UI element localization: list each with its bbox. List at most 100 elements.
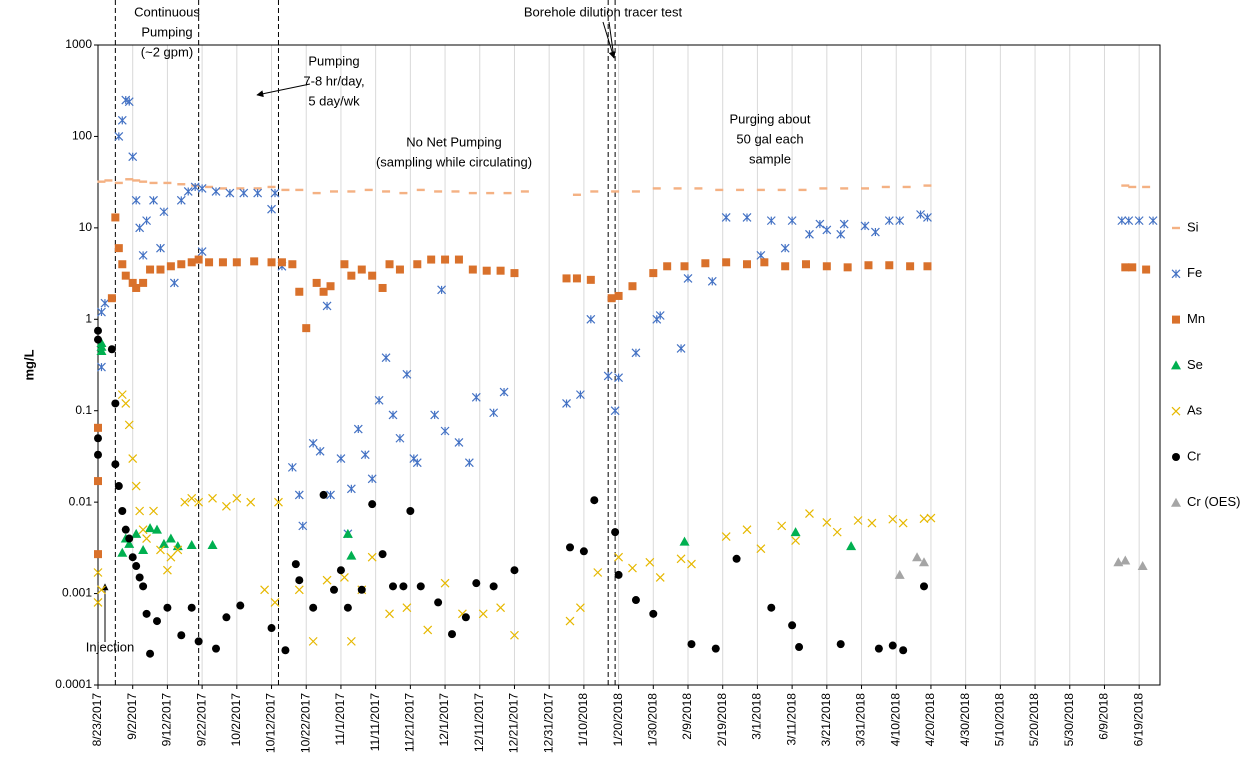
data-point — [645, 557, 655, 567]
data-point — [274, 497, 283, 507]
data-point — [156, 243, 165, 253]
data-point — [177, 260, 186, 269]
data-point — [861, 187, 869, 190]
x-tick-label: 6/9/2018 — [1097, 693, 1111, 740]
data-point — [340, 260, 349, 269]
data-point — [149, 506, 158, 516]
data-point — [139, 180, 148, 183]
data-point — [294, 490, 304, 500]
annotation: 5 day/wk — [308, 93, 360, 108]
data-point — [260, 585, 270, 595]
legend-marker — [1171, 406, 1181, 416]
data-point — [499, 387, 509, 397]
data-point — [416, 582, 425, 591]
data-point — [1137, 561, 1148, 571]
data-point — [603, 371, 613, 381]
data-point — [194, 497, 204, 507]
data-point — [1134, 216, 1144, 226]
data-point — [218, 187, 227, 190]
data-point — [117, 115, 127, 125]
data-point — [510, 269, 519, 278]
data-point — [520, 190, 529, 193]
data-point — [146, 265, 155, 274]
data-point — [330, 585, 338, 594]
data-point — [336, 454, 346, 463]
data-point — [395, 265, 404, 274]
data-point — [343, 603, 352, 612]
data-point — [97, 585, 106, 595]
data-point — [593, 568, 603, 577]
data-point — [128, 278, 137, 287]
data-point — [701, 259, 710, 268]
data-point — [839, 219, 849, 229]
data-point — [389, 582, 397, 591]
data-point — [232, 493, 242, 503]
data-point — [309, 603, 318, 612]
data-point — [468, 191, 477, 195]
data-point — [503, 191, 512, 195]
data-point — [870, 227, 880, 237]
data-point — [579, 547, 588, 556]
data-point — [1142, 185, 1151, 189]
data-point — [687, 640, 696, 649]
data-point — [207, 539, 218, 549]
data-point — [114, 482, 123, 491]
data-point — [339, 573, 349, 582]
data-point — [464, 458, 474, 468]
legend-label: Fe — [1187, 265, 1202, 280]
data-point — [721, 532, 731, 542]
data-point — [94, 550, 102, 559]
data-point — [135, 573, 144, 582]
data-point — [795, 643, 804, 652]
data-point — [121, 271, 130, 280]
data-point — [322, 301, 332, 311]
data-point — [822, 518, 832, 527]
data-point — [780, 243, 790, 253]
data-point — [631, 348, 641, 358]
data-point — [781, 262, 790, 271]
data-point — [117, 547, 128, 557]
data-point — [169, 278, 179, 288]
x-tick-label: 10/2/2017 — [229, 693, 243, 747]
data-point — [1128, 185, 1137, 189]
data-point — [631, 190, 640, 193]
data-point — [205, 185, 214, 189]
data-point — [898, 518, 908, 528]
data-point — [132, 283, 141, 292]
data-point — [96, 345, 107, 355]
data-point — [791, 536, 801, 545]
data-point — [614, 570, 623, 579]
data-point — [864, 261, 873, 270]
data-point — [166, 552, 176, 562]
data-point — [222, 613, 231, 622]
data-point — [649, 609, 658, 618]
data-point — [815, 219, 825, 229]
annotation: 7-8 hr/day, — [303, 73, 364, 88]
data-point — [142, 216, 152, 226]
data-point — [197, 183, 207, 193]
arrow — [608, 21, 615, 59]
data-point — [277, 258, 286, 267]
data-point — [923, 184, 932, 187]
data-point — [655, 311, 665, 320]
data-point — [468, 265, 477, 274]
annotation: Borehole dilution tracer test — [524, 4, 683, 19]
x-tick-label: 1/20/2018 — [611, 693, 625, 747]
data-point — [104, 179, 113, 182]
data-point — [798, 188, 807, 192]
data-point — [441, 255, 450, 264]
data-point — [225, 188, 235, 198]
data-point — [267, 624, 276, 633]
data-point — [412, 458, 422, 468]
data-point — [267, 204, 276, 214]
data-point — [832, 527, 842, 537]
data-point — [590, 496, 599, 505]
data-point — [471, 392, 481, 402]
data-point — [562, 399, 571, 408]
data-point — [173, 545, 183, 555]
data-point — [895, 216, 905, 226]
data-point — [212, 644, 220, 653]
arrow — [256, 83, 311, 98]
data-point — [899, 646, 908, 655]
data-point — [885, 261, 894, 270]
